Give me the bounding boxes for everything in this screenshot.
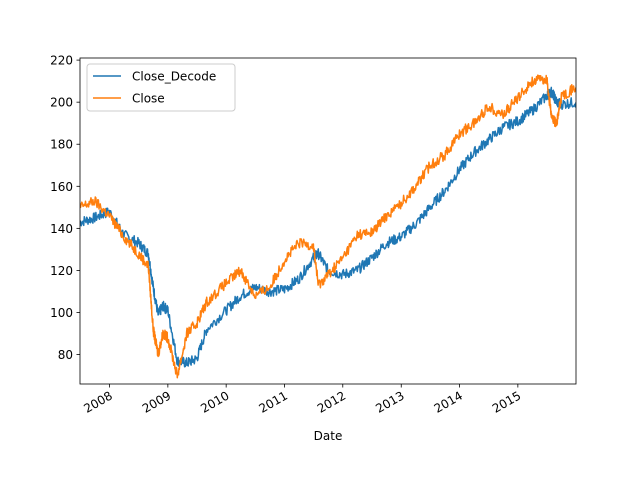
legend-box [86,63,236,112]
y-axis: 80 100 120 140 160 180 200 220 [50,54,80,362]
y-tick-label: 220 [50,54,73,68]
legend-label: Close [132,92,165,106]
x-axis-title: Date [314,429,343,443]
series-line-close-decode [80,86,576,368]
plot-area-frame [79,57,577,385]
y-tick-label: 100 [50,306,73,320]
y-tick-label: 180 [50,138,73,152]
legend: Close_Decode Close [86,63,236,112]
y-tick-label: 80 [58,348,73,362]
y-tick-label: 160 [50,180,73,194]
y-tick-label: 140 [50,222,73,236]
y-tick-label: 120 [50,264,73,278]
y-tick-label: 200 [50,96,73,110]
series-layer [80,74,576,379]
legend-label: Close_Decode [132,70,216,84]
series-line-close [80,74,576,379]
